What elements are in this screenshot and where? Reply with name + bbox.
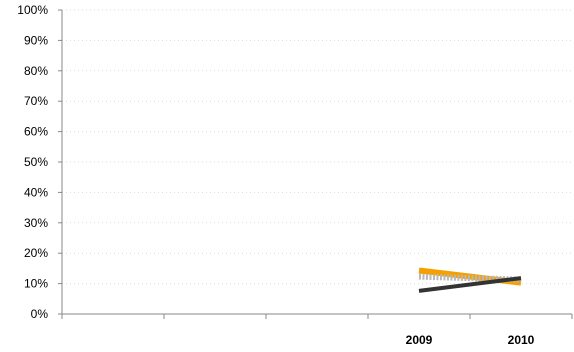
y-tick-label: 20%: [24, 246, 48, 260]
y-tick-label: 90%: [24, 33, 48, 47]
y-tick-label: 60%: [24, 125, 48, 139]
series-line-3: [418, 276, 522, 293]
y-tick-label: 10%: [24, 277, 48, 291]
x-tick-label: 2010: [508, 333, 535, 347]
x-tick-label: 2009: [406, 333, 433, 347]
y-tick-label: 70%: [24, 94, 48, 108]
series-lines: [418, 267, 522, 293]
y-tick-label: 40%: [24, 185, 48, 199]
y-axis-ticks: 0% 10% 20% 30% 40% 50% 60% 70% 80% 90% 100%: [17, 3, 62, 321]
gridlines: [62, 9, 572, 285]
y-tick-label: 100%: [17, 3, 48, 17]
y-tick-label: 80%: [24, 64, 48, 78]
y-tick-label: 0%: [31, 307, 49, 321]
y-tick-label: 50%: [24, 155, 48, 169]
x-axis-ticks: 2009 2010: [61, 314, 573, 347]
y-tick-label: 30%: [24, 216, 48, 230]
